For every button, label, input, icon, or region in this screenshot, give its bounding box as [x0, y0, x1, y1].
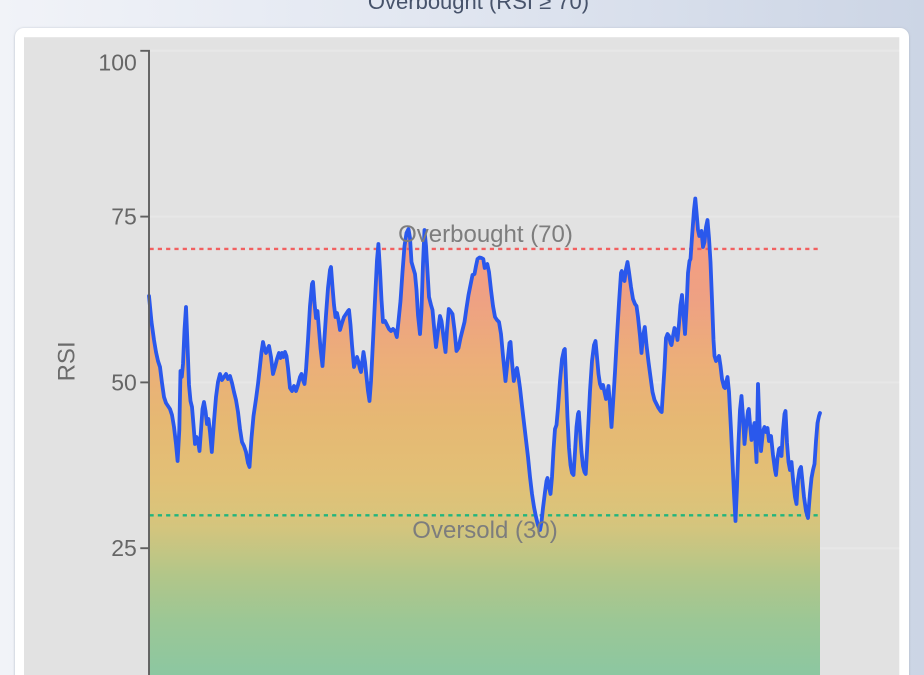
svg-text:Overbought (RSI ≥ 70): Overbought (RSI ≥ 70) — [368, 0, 589, 14]
svg-text:100: 100 — [98, 50, 136, 76]
svg-text:25: 25 — [111, 535, 137, 561]
svg-text:Overbought (70): Overbought (70) — [398, 221, 573, 248]
svg-text:Oversold (30): Oversold (30) — [412, 517, 557, 544]
svg-text:RSI: RSI — [54, 341, 81, 381]
svg-text:50: 50 — [111, 369, 137, 395]
svg-text:75: 75 — [111, 204, 137, 230]
